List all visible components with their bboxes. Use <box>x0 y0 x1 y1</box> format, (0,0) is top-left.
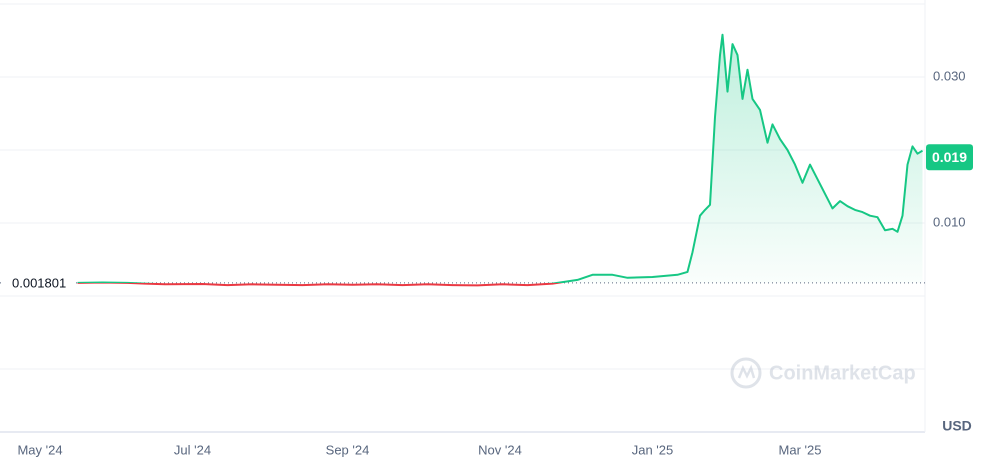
watermark: CoinMarketCap <box>730 357 916 389</box>
y-tick-label: 0.030 <box>933 68 966 83</box>
current-price-badge <box>926 144 973 171</box>
x-tick-label: Jan '25 <box>632 442 674 457</box>
price-area <box>80 34 923 283</box>
x-tick-label: Jul '24 <box>174 442 211 457</box>
watermark-text: CoinMarketCap <box>769 362 916 384</box>
unit-label: USD <box>942 418 972 434</box>
watermark-logo <box>730 357 762 389</box>
x-tick-label: May '24 <box>17 442 62 457</box>
y-tick-label: 0.010 <box>933 214 966 229</box>
reference-label: 0.001801 <box>12 275 66 290</box>
watermark-logo-mark <box>737 364 756 379</box>
x-tick-label: Sep '24 <box>326 442 370 457</box>
x-tick-label: Nov '24 <box>478 442 522 457</box>
reference-label-bg <box>2 273 76 292</box>
x-tick-label: Mar '25 <box>779 442 822 457</box>
price-line <box>77 33 924 287</box>
current-price-label: 0.019 <box>932 149 967 165</box>
